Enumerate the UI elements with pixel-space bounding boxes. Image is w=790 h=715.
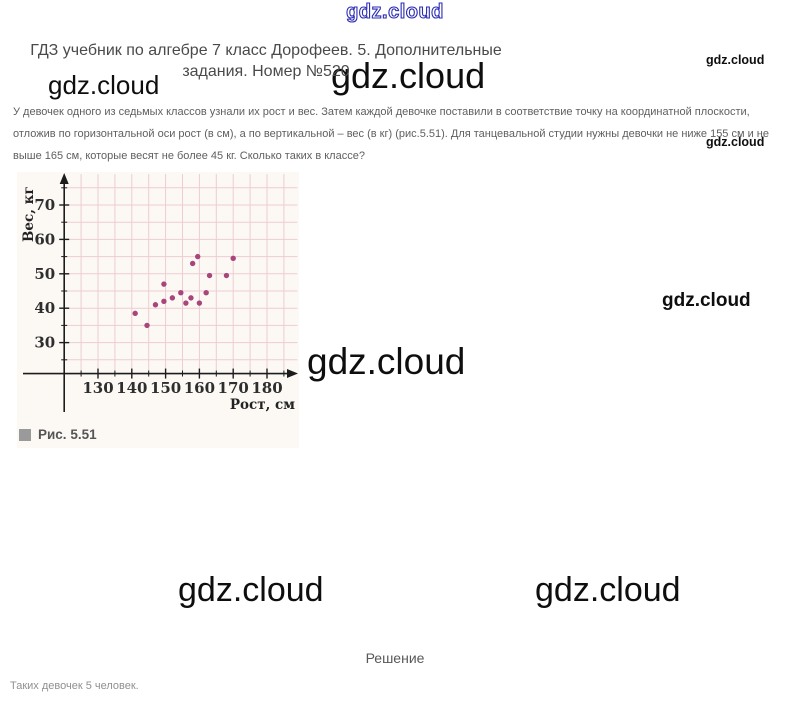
page-title-line-1: ГДЗ учебник по алгебре 7 класс Дорофеев.… xyxy=(30,42,502,59)
watermark-gdz-cloud: gdz.cloud xyxy=(307,341,466,382)
svg-text:60: 60 xyxy=(34,230,55,248)
svg-text:Вес, кг: Вес, кг xyxy=(21,186,37,242)
figure-caption: Рис. 5.51 xyxy=(17,427,299,442)
svg-text:50: 50 xyxy=(34,265,55,283)
svg-text:Рост, см: Рост, см xyxy=(230,397,295,413)
solution-answer: Таких девочек 5 человек. xyxy=(10,680,139,692)
problem-text-line: отложив по горизонтальной оси рост (в см… xyxy=(13,128,769,140)
watermark-gdz-cloud: gdz.cloud xyxy=(178,571,324,609)
watermark-gdz-cloud: gdz.cloud xyxy=(706,135,765,149)
svg-text:140: 140 xyxy=(116,379,147,397)
svg-text:30: 30 xyxy=(34,334,55,352)
page-title: ГДЗ учебник по алгебре 7 класс Дорофеев.… xyxy=(0,40,532,82)
figure-caption-label: Рис. 5.51 xyxy=(38,427,97,442)
solution-heading: Решение xyxy=(365,650,425,666)
svg-text:40: 40 xyxy=(34,299,55,317)
watermark-gdz-cloud: gdz.cloud xyxy=(706,53,765,67)
page-title-line-2: задания. Номер №520 xyxy=(182,63,350,80)
svg-text:70: 70 xyxy=(34,196,55,214)
problem-text-line: выше 165 см, которые весят не более 45 к… xyxy=(13,150,365,162)
figure-caption-marker-icon xyxy=(19,428,31,441)
problem-text: У девочек одного из седьмых классов узна… xyxy=(13,101,790,167)
watermark-gdz-cloud: gdz.cloud xyxy=(48,70,160,100)
svg-text:160: 160 xyxy=(184,379,215,397)
scatter-plot: 130 140 150 160 170 180 30 40 50 60 70 Рост, см Вес,… xyxy=(21,173,298,413)
svg-text:170: 170 xyxy=(218,379,249,397)
svg-text:150: 150 xyxy=(150,379,181,397)
svg-text:180: 180 xyxy=(251,379,282,397)
watermark-gdz-cloud: gdz.cloud xyxy=(535,571,681,609)
watermark-gdz-cloud-top: gdz.cloud xyxy=(346,1,444,23)
svg-text:130: 130 xyxy=(82,379,113,397)
figure-5-51: 130 140 150 160 170 180 30 40 50 60 70 Рост, см Вес,… xyxy=(17,172,299,448)
watermark-gdz-cloud: gdz.cloud xyxy=(331,55,486,96)
problem-text-line: У девочек одного из седьмых классов узна… xyxy=(13,106,750,118)
watermark-gdz-cloud: gdz.cloud xyxy=(662,290,751,311)
